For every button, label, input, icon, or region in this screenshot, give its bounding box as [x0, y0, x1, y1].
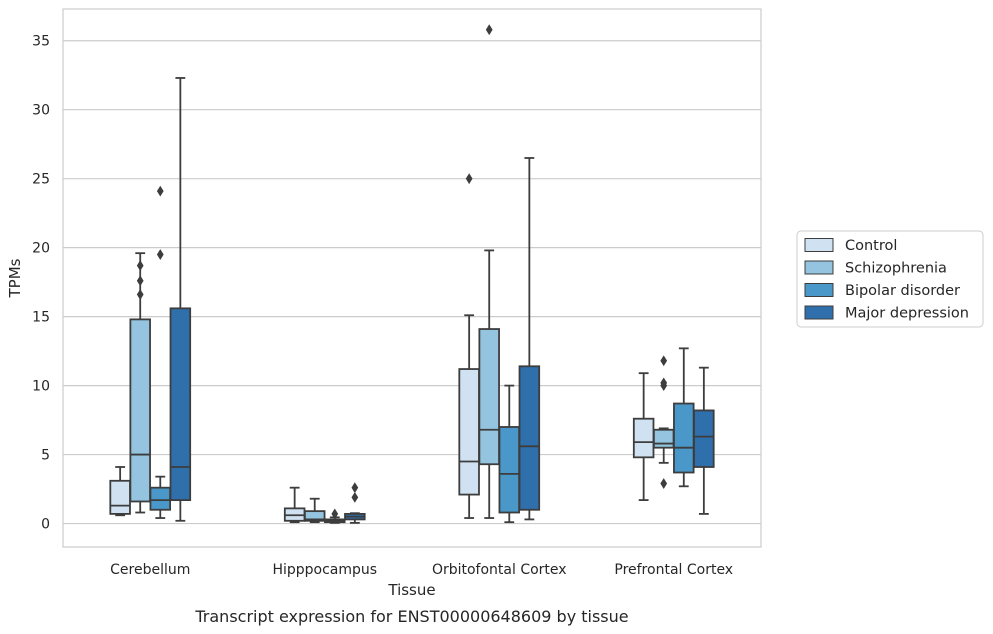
box-0-1	[129, 252, 151, 514]
outlier-point	[485, 24, 493, 36]
box-3-1	[652, 355, 675, 489]
y-tick-labels: 0 5 10 15 20 25 30 35	[32, 34, 50, 533]
y-tick-label: 5	[41, 448, 50, 464]
outlier-point	[331, 508, 339, 520]
outlier-point	[351, 491, 359, 503]
box-iqr	[693, 409, 715, 468]
box-0-0	[109, 466, 131, 517]
legend-label: Schizophrenia	[845, 261, 947, 277]
box-0-2	[149, 185, 172, 519]
outlier-point	[156, 185, 164, 197]
box-iqr	[109, 479, 131, 515]
outlier-point	[136, 260, 144, 271]
y-tick-label: 25	[32, 172, 50, 188]
box-1-0	[283, 486, 306, 524]
box-iqr	[518, 365, 541, 511]
box-iqr	[478, 328, 500, 466]
plot-area	[62, 8, 762, 548]
box-iqr	[149, 486, 172, 511]
box-iqr	[498, 426, 521, 514]
outlier-point	[660, 478, 668, 489]
legend-swatch	[804, 305, 834, 320]
box-3-3	[693, 366, 715, 515]
box-0-3	[169, 77, 192, 522]
x-tick-label: Orbitofontal Cortex	[432, 562, 567, 578]
box-1-2	[324, 508, 346, 524]
outlier-point	[156, 249, 164, 260]
outlier-point	[351, 482, 359, 494]
outlier-point	[136, 275, 144, 287]
outlier-point	[465, 173, 473, 185]
x-tick-label: Hipppocampus	[272, 562, 377, 578]
y-tick-label: 35	[32, 34, 50, 50]
x-tick-labels: Cerebellum Hipppocampus Orbitofontal Corte…	[110, 562, 733, 578]
box-iqr	[652, 428, 675, 449]
legend-frame	[796, 230, 984, 328]
legend-label: Major depression	[845, 306, 969, 322]
legend: Control Schizophrenia Bipolar disorder Majo…	[796, 230, 984, 328]
box-1-3	[344, 482, 366, 524]
legend-label: Control	[845, 238, 897, 254]
box-iqr	[129, 318, 151, 503]
y-axis-title: TPMs	[6, 258, 24, 298]
legend-swatch	[804, 283, 834, 297]
y-tick-label: 20	[32, 241, 50, 257]
box-iqr	[632, 417, 655, 459]
box-2-3	[518, 157, 541, 521]
box-3-2	[673, 347, 695, 488]
box-1-1	[303, 497, 326, 524]
boxes	[109, 24, 715, 524]
chart-caption: Transcript expression for ENST0000064860…	[194, 607, 628, 626]
y-tick-label: 15	[32, 310, 50, 326]
box-2-1	[478, 24, 500, 519]
legend-label: Bipolar disorder	[845, 283, 960, 299]
box-iqr	[673, 402, 695, 474]
box-iqr	[303, 510, 326, 522]
x-tick-label: Prefrontal Cortex	[614, 562, 733, 578]
legend-swatch	[804, 238, 834, 252]
legend-swatch	[804, 260, 834, 275]
outlier-point	[136, 289, 144, 300]
y-tick-label: 0	[41, 517, 50, 533]
x-axis-title: Tissue	[387, 581, 435, 599]
y-tick-label: 10	[32, 379, 50, 395]
x-tick-label: Cerebellum	[110, 562, 190, 578]
outlier-point	[660, 377, 668, 389]
outlier-point	[660, 355, 668, 367]
box-iqr	[458, 368, 480, 496]
box-iqr	[169, 307, 192, 501]
y-tick-label: 30	[32, 103, 50, 119]
